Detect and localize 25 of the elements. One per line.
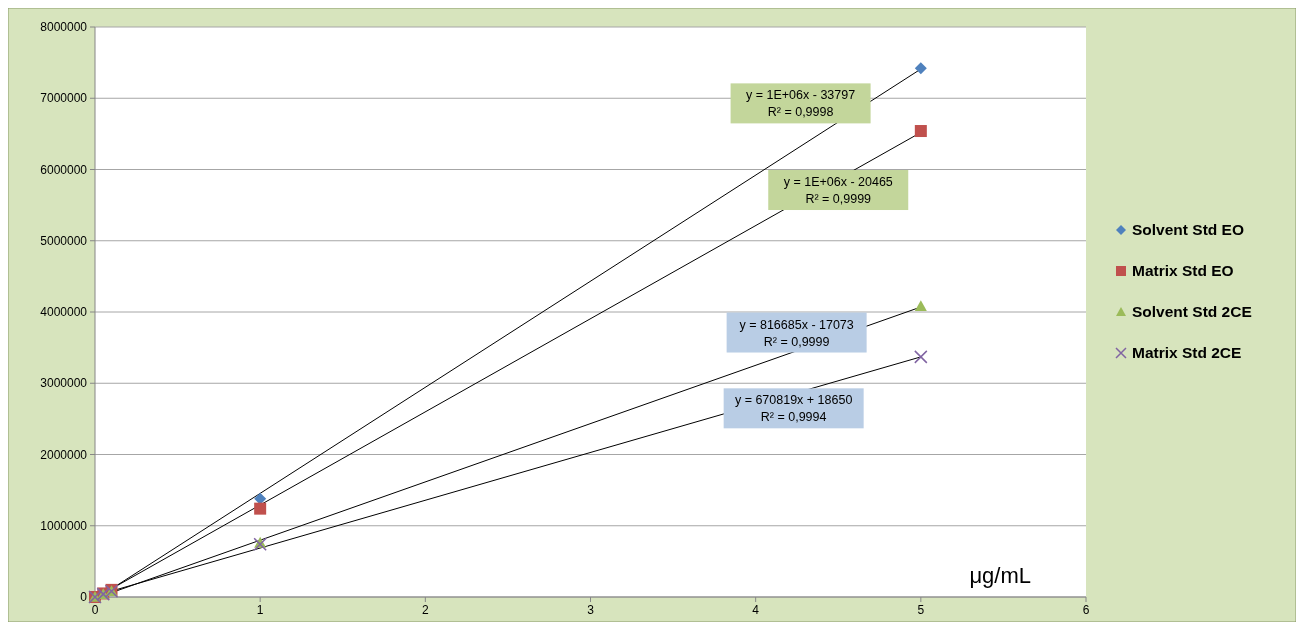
x-axis-title: μg/mL — [969, 563, 1031, 588]
annotation: y = 816685x - 17073 R² = 0,9999 — [739, 317, 854, 349]
y-tick-label: 1000000 — [40, 518, 88, 533]
legend-label: Matrix Std EO — [1132, 262, 1234, 280]
annotation: y = 670819x + 18650 R² = 0,9994 — [734, 393, 853, 425]
annotation: y = 1E+06x - 33797 R² = 0,9998 — [746, 88, 856, 120]
x-tick-label: 3 — [587, 603, 595, 617]
legend-label: Solvent Std 2CE — [1132, 303, 1252, 321]
y-tick-label: 8000000 — [40, 20, 88, 35]
y-tick-label: 3000000 — [40, 376, 88, 391]
annotation: y = 1E+06x - 20465 R² = 0,9999 — [783, 175, 893, 207]
y-tick-label: 4000000 — [40, 305, 88, 320]
x-tick-label: 0 — [91, 603, 99, 617]
x-tick-label: 2 — [421, 603, 429, 617]
legend-label: Matrix Std 2CE — [1132, 344, 1242, 362]
y-tick-label: 2000000 — [40, 447, 88, 462]
x-tick-label: 4 — [752, 603, 760, 617]
x-tick-label: 5 — [917, 603, 925, 617]
y-tick-label: 7000000 — [40, 91, 88, 106]
legend-label: Solvent Std EO — [1132, 221, 1244, 239]
x-tick-label: 6 — [1082, 603, 1090, 617]
y-tick-label: 6000000 — [40, 162, 88, 177]
x-tick-label: 1 — [256, 603, 264, 617]
y-tick-label: 5000000 — [40, 233, 88, 248]
y-tick-label: 0 — [80, 590, 88, 605]
